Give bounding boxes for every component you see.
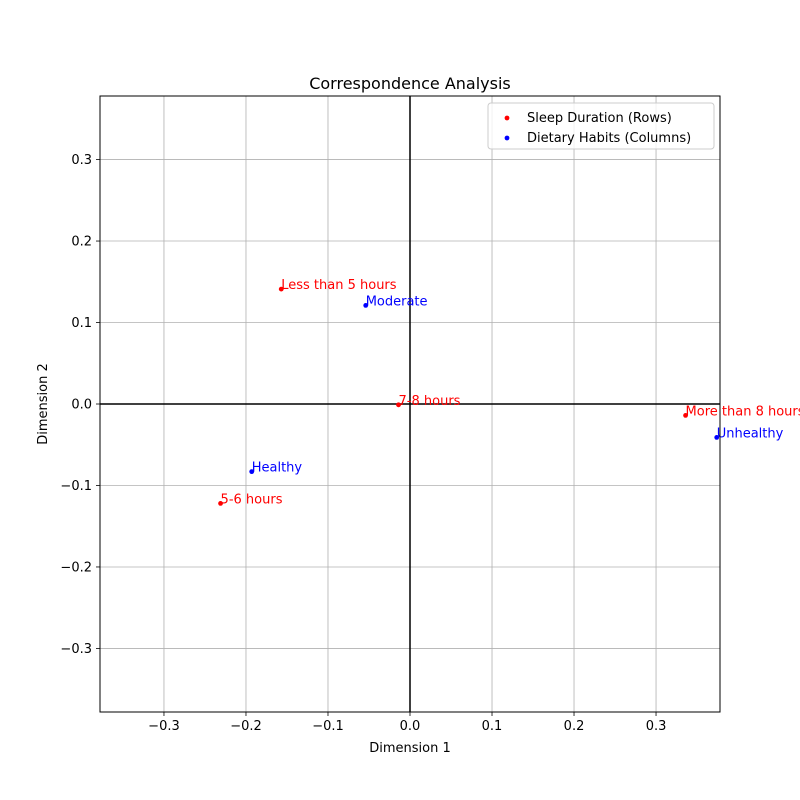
legend-box <box>487 102 715 150</box>
data-point <box>278 286 284 292</box>
point-label: 7-8 hours <box>399 394 461 409</box>
chart-title: Correspondence Analysis <box>309 74 511 93</box>
y-tick-label: −0.2 <box>60 560 92 575</box>
data-point <box>683 413 688 418</box>
legend: Sleep Duration (Rows) Dietary Habits (Col… <box>487 102 715 150</box>
y-tick-label: −0.3 <box>60 642 92 657</box>
x-axis-label: Dimension 1 <box>369 741 451 756</box>
x-tick-label: 0.2 <box>564 719 585 734</box>
zero-axis-lines <box>100 96 720 712</box>
point-label: Moderate <box>366 294 428 309</box>
legend-marker <box>504 135 510 141</box>
data-points <box>218 286 720 506</box>
point-label: 5-6 hours <box>221 492 283 507</box>
y-tick-label: 0.0 <box>71 398 92 413</box>
x-tick-label: −0.2 <box>230 719 262 734</box>
x-tick-label: 0.1 <box>482 719 503 734</box>
point-labels: Less than 5 hours 7-8 hours More than 8 ho… <box>221 278 800 507</box>
legend-marker <box>504 115 510 121</box>
data-point <box>396 402 401 408</box>
x-tick-label: −0.3 <box>148 719 180 734</box>
x-tick-label: 0.0 <box>400 719 421 734</box>
y-tick-label: 0.3 <box>71 153 92 168</box>
x-tick-label: 0.3 <box>646 719 667 734</box>
data-point <box>363 303 369 308</box>
data-point <box>714 435 720 440</box>
y-axis-label: Dimension 2 <box>36 363 51 445</box>
y-tick-label: 0.2 <box>71 235 92 250</box>
point-label: Healthy <box>252 461 303 476</box>
axis-ticks: −0.3 −0.2 −0.1 0.0 0.1 0.2 0.3 −0.3 −0.2 −0.1 0.0 0… <box>60 153 666 734</box>
y-tick-label: 0.1 <box>71 316 92 331</box>
x-tick-label: −0.1 <box>312 719 344 734</box>
point-label: More than 8 hours <box>686 404 800 419</box>
y-tick-label: −0.1 <box>60 479 92 494</box>
data-point <box>218 501 223 506</box>
data-point <box>249 469 255 475</box>
legend-entry-label: Dietary Habits (Columns) <box>527 131 691 146</box>
point-label: Less than 5 hours <box>281 278 397 293</box>
point-label: Unhealthy <box>717 426 784 441</box>
legend-entry-label: Sleep Duration (Rows) <box>527 111 672 126</box>
